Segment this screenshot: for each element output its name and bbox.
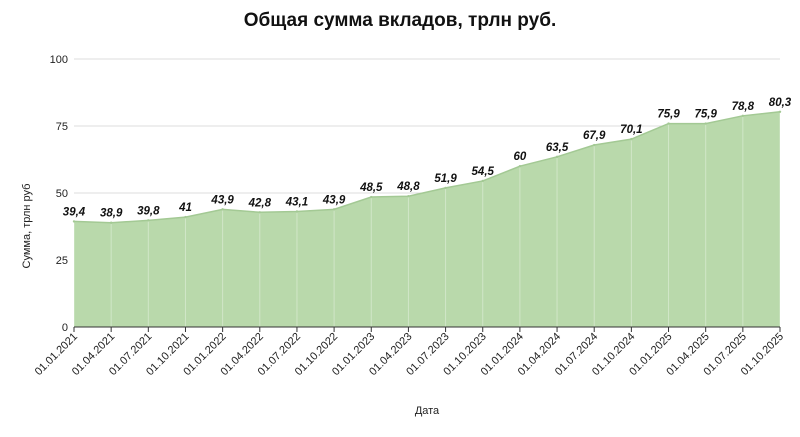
y-tick-label: 100	[50, 54, 68, 66]
data-label: 39,4	[63, 206, 86, 218]
data-point	[295, 210, 299, 213]
data-label: 48,5	[359, 182, 383, 194]
y-axis-title: Сумма, трлн руб	[21, 184, 33, 269]
series-area	[74, 111, 780, 328]
data-point	[778, 110, 782, 113]
data-label: 51,9	[434, 173, 457, 185]
y-tick-label: 50	[56, 188, 68, 200]
data-label: 75,9	[657, 109, 680, 121]
data-label: 63,5	[546, 142, 569, 154]
data-point	[667, 122, 670, 125]
data-label: 43,9	[210, 194, 234, 206]
data-label-layer: 39,4 38,9 39,8 41 43,9 42,8 43,1 43,9 48,5 48,8 51…	[63, 97, 792, 224]
data-label: 43,9	[322, 194, 346, 206]
data-point	[147, 219, 150, 222]
data-point	[407, 195, 410, 198]
data-label: 60	[513, 151, 526, 163]
data-point	[332, 208, 336, 211]
data-point	[518, 165, 522, 168]
data-label: 78,8	[732, 101, 755, 113]
data-label: 41	[178, 202, 192, 214]
data-label: 70,1	[620, 124, 642, 136]
data-label: 54,5	[472, 166, 495, 178]
data-point	[109, 221, 113, 224]
data-point	[704, 122, 707, 125]
data-point	[258, 211, 261, 214]
y-tick-label: 75	[56, 121, 68, 133]
area-layer	[73, 111, 781, 328]
x-axis-title: Дата	[415, 405, 440, 417]
data-label: 80,3	[769, 97, 792, 109]
data-point	[184, 215, 187, 219]
data-point	[630, 137, 633, 141]
data-point	[221, 208, 224, 211]
data-label: 42,8	[248, 197, 272, 209]
data-point	[72, 220, 76, 223]
data-label: 39,8	[137, 205, 160, 217]
data-label: 75,9	[694, 109, 717, 121]
y-tick-label: 25	[56, 255, 68, 267]
data-point	[555, 155, 559, 159]
data-label: 48,8	[396, 181, 420, 193]
y-tick-label: 0	[62, 322, 68, 334]
data-point	[593, 143, 596, 147]
data-point	[370, 195, 373, 199]
data-point	[444, 186, 447, 190]
chart-title: Общая сумма вкладов, трлн руб.	[243, 10, 557, 31]
series-line	[73, 111, 781, 224]
data-label: 43,1	[285, 196, 308, 208]
data-label: 38,9	[100, 208, 123, 220]
data-point	[741, 114, 745, 118]
data-label: 67,9	[583, 130, 606, 142]
data-point	[481, 179, 484, 183]
